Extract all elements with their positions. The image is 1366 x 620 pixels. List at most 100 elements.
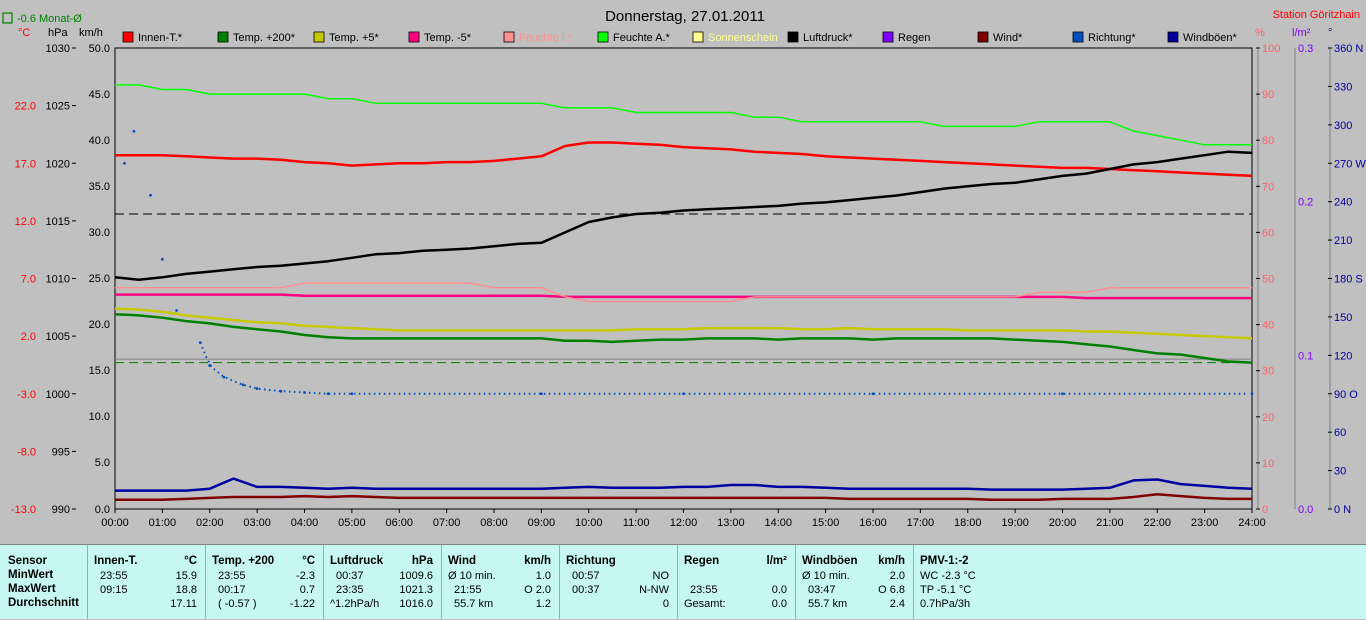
series-line-temp5 xyxy=(114,307,1253,340)
tick-x-21: 21:00 xyxy=(1096,517,1124,529)
series-line-wind xyxy=(115,492,1252,502)
tick-x-22: 22:00 xyxy=(1143,517,1171,529)
stats-pmv-header: PMV-1:-2 xyxy=(920,555,969,567)
stats-luftdruck-min: 1009.6 xyxy=(399,570,433,582)
stats-windboen-avg: 2.4 xyxy=(889,598,905,610)
tick-speed_kmh-4: 30.0 xyxy=(89,227,110,239)
tick-temp_c-2: 12.0 xyxy=(15,216,36,228)
stats-innen-unit: °C xyxy=(184,555,197,567)
stats-wind-min-note: Ø 10 min. xyxy=(448,570,496,582)
stats-wind-avg: 1.2 xyxy=(535,598,551,610)
stats-pmv-pressure-trend: 0.7hPa/3h xyxy=(920,598,971,610)
tick-rain_lm2-3: 0.0 xyxy=(1298,504,1313,516)
stats-col-wind: Wind km/h Ø 10 min. 1.0 21:55 O 2.0 55.7… xyxy=(442,545,560,620)
tick-x-10: 10:00 xyxy=(575,517,603,529)
tick-direction_deg-8: 120 xyxy=(1334,350,1352,362)
legend-swatch-1 xyxy=(217,31,229,43)
tick-x-24: 24:00 xyxy=(1238,517,1266,529)
legend-label-10: Richtung* xyxy=(1088,32,1136,44)
stats-temp200-max-time: 00:17 xyxy=(218,584,246,596)
tick-direction_deg-7: 150 xyxy=(1334,312,1352,324)
series-line-luftdruck xyxy=(114,150,1253,281)
stats-temp200-max: 0.7 xyxy=(299,584,315,596)
tick-x-19: 19:00 xyxy=(1001,517,1029,529)
tick-direction_deg-1: 330 xyxy=(1334,81,1352,93)
stats-sensor-header: Sensor xyxy=(8,555,47,567)
tick-x-6: 06:00 xyxy=(385,517,413,529)
tick-direction_deg-12: 0 N xyxy=(1334,504,1351,516)
stats-richtung-header: Richtung xyxy=(566,555,616,567)
legend-swatch-10 xyxy=(1072,31,1084,43)
stats-richtung-avg: 0 xyxy=(662,598,669,610)
tick-direction_deg-6: 180 S xyxy=(1334,274,1363,286)
legend-label-4: Feuchte I.* xyxy=(519,32,573,44)
chart-title: Donnerstag, 27.01.2011 xyxy=(605,8,765,25)
stats-col-temp200: Temp. +200 °C 23:55 -2.3 00:17 0.7 ( -0.… xyxy=(206,545,324,620)
tick-humidity_pct-6: 40 xyxy=(1262,320,1274,332)
stats-windboen-max-time: 03:47 xyxy=(808,584,836,596)
stats-regen-max-time: 23:55 xyxy=(690,584,718,596)
stats-temp200-unit: °C xyxy=(302,555,315,567)
legend-swatch-2 xyxy=(313,31,325,43)
tick-speed_kmh-9: 5.0 xyxy=(95,457,110,469)
legend-label-8: Regen xyxy=(898,32,930,44)
tick-x-11: 11:00 xyxy=(623,517,650,529)
monthly-avg-icon xyxy=(2,12,13,24)
series-line-tempm5 xyxy=(115,293,1252,300)
legend-swatch-9 xyxy=(977,31,989,43)
tick-speed_kmh-1: 45.0 xyxy=(89,89,110,101)
stats-innen-max: 18.8 xyxy=(175,584,197,596)
unit-celsius: °C xyxy=(18,27,30,39)
stats-regen-total-label: Gesamt: xyxy=(684,598,726,610)
stats-innen-max-time: 09:15 xyxy=(100,584,128,596)
series-group xyxy=(114,84,1254,502)
series-line-temp200 xyxy=(114,312,1253,364)
legend-label-7: Luftdruck* xyxy=(803,32,853,44)
tick-direction_deg-9: 90 O xyxy=(1334,389,1358,401)
legend-swatch-3 xyxy=(408,31,420,43)
tick-x-2: 02:00 xyxy=(196,517,224,529)
tick-pressure_hpa-6: 1000 xyxy=(46,389,70,401)
legend-swatch-11 xyxy=(1167,31,1179,43)
stats-regen-header: Regen xyxy=(684,555,720,567)
stats-wind-header: Wind xyxy=(448,555,476,567)
series-line-innen xyxy=(115,141,1253,178)
legend-label-2: Temp. +5* xyxy=(329,32,380,44)
stats-windboen-max: O 6.8 xyxy=(878,584,905,596)
stats-innen-avg: 17.11 xyxy=(170,598,197,610)
series-point-richtung-1 xyxy=(132,129,136,133)
stats-col-luftdruck: Luftdruck hPa 00:37 1009.6 23:35 1021.3 … xyxy=(324,545,442,620)
series-point-richtung-9 xyxy=(255,387,259,391)
tick-humidity_pct-4: 60 xyxy=(1262,227,1274,239)
tick-speed_kmh-10: 0.0 xyxy=(95,504,110,516)
tick-x-13: 13:00 xyxy=(717,517,745,529)
tick-x-3: 03:00 xyxy=(243,517,271,529)
series-line-richtung xyxy=(199,342,1247,395)
legend-label-0: Innen-T.* xyxy=(138,32,183,44)
series-point-richtung-13 xyxy=(350,392,354,396)
tick-rain_lm2-2: 0.1 xyxy=(1298,350,1313,362)
stats-col-regen: Regen l/m² 23:55 0.0 Gesamt: 0.0 xyxy=(678,545,796,620)
series-point-richtung-17 xyxy=(1061,392,1064,396)
series-point-richtung-2 xyxy=(149,193,152,197)
tick-x-18: 18:00 xyxy=(954,517,982,529)
legend-swatch-8 xyxy=(882,31,894,43)
stats-richtung-max-time: 00:37 xyxy=(572,584,600,596)
legend-label-11: Windböen* xyxy=(1183,32,1238,44)
stats-windboen-distance: 55.7 km xyxy=(808,598,848,610)
series-line-feuchte_i xyxy=(115,282,1252,303)
stats-wind-max-time: 21:55 xyxy=(454,584,482,596)
tick-temp_c-7: -13.0 xyxy=(11,504,36,516)
unit-degree: ° xyxy=(1328,27,1332,39)
legend-label-6: Sonnenschein xyxy=(708,32,778,44)
legend-swatch-0 xyxy=(122,31,134,43)
tick-x-4: 04:00 xyxy=(291,517,319,529)
tick-speed_kmh-2: 40.0 xyxy=(89,135,110,147)
stats-regen-unit: l/m² xyxy=(766,555,787,567)
stats-richtung-max: N-NW xyxy=(639,584,669,596)
stats-wind-unit: km/h xyxy=(524,555,551,567)
stats-temp200-min-time: 23:55 xyxy=(218,570,246,582)
unit-hpa: hPa xyxy=(48,27,68,39)
legend-label-1: Temp. +200* xyxy=(233,32,296,44)
series-point-richtung-14 xyxy=(539,392,543,396)
